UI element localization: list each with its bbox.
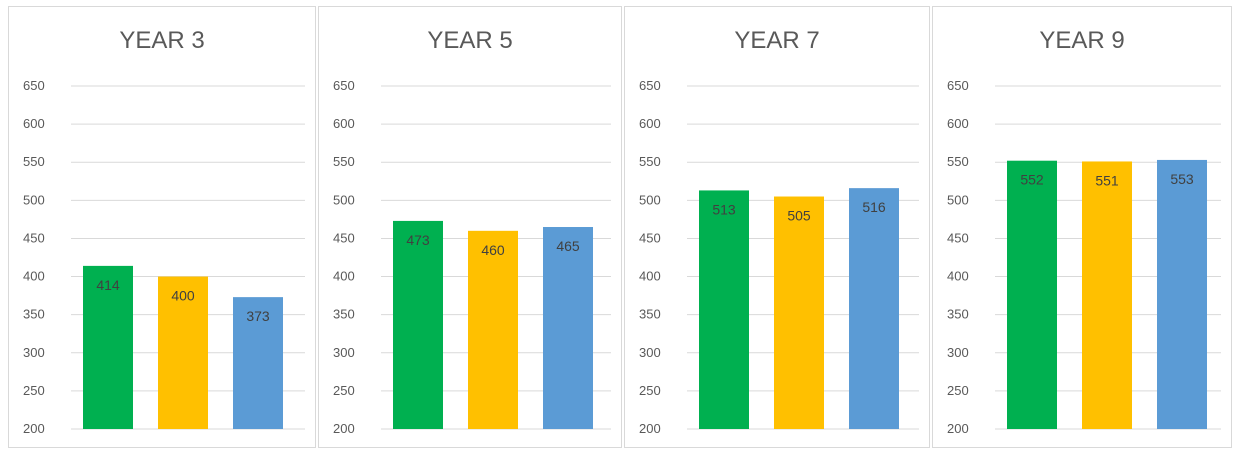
bar xyxy=(83,265,133,429)
y-tick-label: 450 xyxy=(333,230,355,245)
y-tick-label: 300 xyxy=(947,345,969,360)
bar-value-label: 460 xyxy=(481,242,505,258)
y-tick-label: 350 xyxy=(333,307,355,322)
y-tick-label: 500 xyxy=(23,192,45,207)
y-tick-label: 300 xyxy=(23,345,45,360)
y-tick-label: 250 xyxy=(333,383,355,398)
y-tick-label: 400 xyxy=(947,269,969,284)
chart-title: YEAR 7 xyxy=(734,27,820,54)
y-tick-label: 400 xyxy=(639,269,661,284)
y-tick-label: 650 xyxy=(947,78,969,93)
y-tick-label: 600 xyxy=(947,116,969,131)
chart-plot: 650 600 550 500 450 400 350 300 250 200 414 400 373 xyxy=(23,78,305,436)
bar-value-label: 552 xyxy=(1020,172,1044,188)
y-tick-label: 300 xyxy=(639,345,661,360)
bar-value-label: 505 xyxy=(787,208,811,224)
bar xyxy=(1082,161,1132,429)
bar-value-label: 373 xyxy=(246,308,270,324)
y-tick-label: 500 xyxy=(639,192,661,207)
y-tick-label: 350 xyxy=(947,307,969,322)
chart-panel-year-3: YEAR 3 650 600 550 500 450 400 350 300 250 200 414… xyxy=(8,6,316,448)
bar-value-label: 414 xyxy=(96,277,120,293)
bar-value-label: 551 xyxy=(1095,172,1119,188)
y-tick-label: 550 xyxy=(333,154,355,169)
y-tick-label: 200 xyxy=(639,421,661,436)
y-tick-label: 550 xyxy=(23,154,45,169)
chart-panel-year-7: YEAR 7 650 600 550 500 450 400 350 300 250 200 513… xyxy=(624,6,930,448)
bar xyxy=(1007,160,1057,429)
y-tick-label: 500 xyxy=(333,192,355,207)
y-tick-label: 650 xyxy=(23,78,45,93)
bar-value-label: 516 xyxy=(862,199,886,215)
y-tick-label: 350 xyxy=(639,307,661,322)
chart-panel-year-9: YEAR 9 650 600 550 500 450 400 350 300 250 200 552… xyxy=(932,6,1232,448)
bar-value-label: 513 xyxy=(712,201,736,217)
y-tick-label: 500 xyxy=(947,192,969,207)
y-tick-label: 550 xyxy=(639,154,661,169)
chart-title: YEAR 9 xyxy=(1039,27,1125,54)
bar-value-label: 400 xyxy=(171,288,195,304)
y-tick-label: 200 xyxy=(23,421,45,436)
y-tick-label: 300 xyxy=(333,345,355,360)
bar xyxy=(699,190,749,429)
y-tick-label: 650 xyxy=(639,78,661,93)
chart-title: YEAR 3 xyxy=(119,27,205,54)
y-tick-label: 400 xyxy=(333,269,355,284)
chart-panel-year-5: YEAR 5 650 600 550 500 450 400 350 300 250 200 473… xyxy=(318,6,622,448)
bar-value-label: 473 xyxy=(406,232,430,248)
bar xyxy=(468,230,518,429)
y-tick-label: 250 xyxy=(947,383,969,398)
y-tick-label: 250 xyxy=(639,383,661,398)
y-tick-label: 600 xyxy=(333,116,355,131)
chart-plot: 650 600 550 500 450 400 350 300 250 200 513 505 516 xyxy=(639,78,919,436)
bar xyxy=(543,227,593,429)
bar xyxy=(849,188,899,429)
chart-title: YEAR 5 xyxy=(427,27,513,54)
y-tick-label: 200 xyxy=(947,421,969,436)
bar xyxy=(774,196,824,429)
y-tick-label: 250 xyxy=(23,383,45,398)
y-tick-label: 400 xyxy=(23,269,45,284)
y-tick-label: 650 xyxy=(333,78,355,93)
y-tick-label: 450 xyxy=(639,230,661,245)
y-tick-label: 200 xyxy=(333,421,355,436)
bar xyxy=(1157,159,1207,430)
y-tick-label: 450 xyxy=(23,230,45,245)
bar xyxy=(158,276,208,429)
y-tick-label: 350 xyxy=(23,307,45,322)
chart-plot: 650 600 550 500 450 400 350 300 250 200 473 460 465 xyxy=(333,78,611,436)
bar xyxy=(233,297,283,429)
y-tick-label: 600 xyxy=(23,116,45,131)
y-tick-label: 550 xyxy=(947,154,969,169)
y-tick-label: 600 xyxy=(639,116,661,131)
bar-value-label: 553 xyxy=(1170,171,1194,187)
chart-plot: 650 600 550 500 450 400 350 300 250 200 552 551 553 xyxy=(947,78,1221,436)
bar-value-label: 465 xyxy=(556,238,580,254)
bar xyxy=(393,220,443,429)
y-tick-label: 450 xyxy=(947,230,969,245)
